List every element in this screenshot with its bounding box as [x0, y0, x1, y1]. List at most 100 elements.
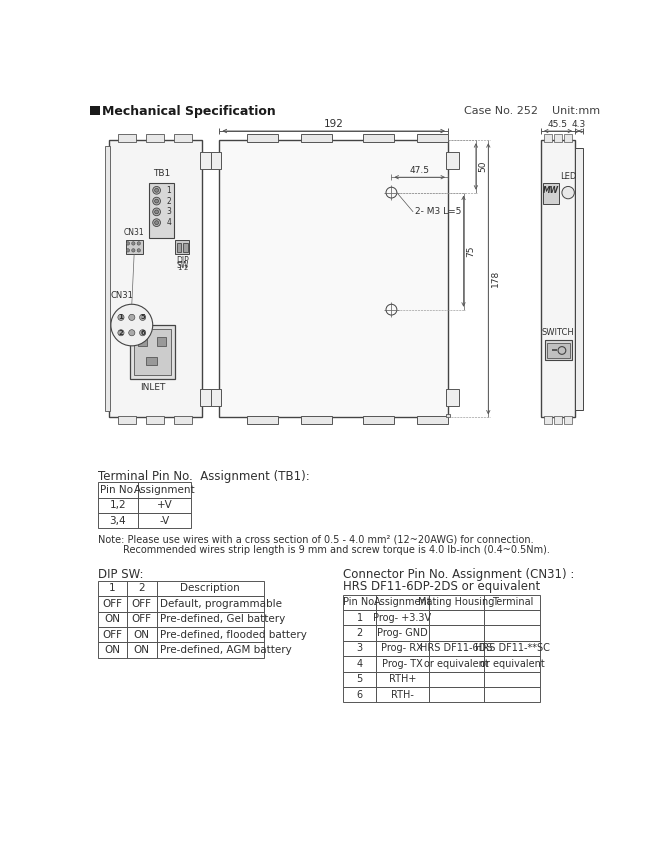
Text: Description: Description — [180, 583, 240, 594]
Text: OFF: OFF — [132, 614, 152, 624]
Circle shape — [153, 187, 161, 194]
Bar — [98, 642, 127, 658]
Bar — [429, 594, 484, 610]
Bar — [127, 596, 157, 611]
Bar — [174, 416, 192, 424]
Text: or equivalent: or equivalent — [480, 659, 545, 669]
Bar — [157, 337, 166, 346]
Bar — [564, 134, 572, 142]
Bar — [429, 641, 484, 656]
Bar — [417, 134, 448, 142]
Text: HRS DF11-**SC: HRS DF11-**SC — [475, 644, 550, 654]
Bar — [125, 240, 143, 254]
Circle shape — [126, 248, 129, 252]
Bar — [343, 687, 376, 702]
Text: MW: MW — [543, 186, 559, 195]
Bar — [429, 672, 484, 687]
Circle shape — [155, 199, 159, 203]
Bar — [484, 687, 540, 702]
Bar — [247, 134, 277, 142]
Circle shape — [137, 242, 141, 245]
Text: CN31: CN31 — [124, 227, 145, 237]
Text: 75: 75 — [466, 245, 475, 257]
Bar — [157, 581, 263, 596]
Bar — [157, 611, 263, 627]
Text: 2- M3 L=5: 2- M3 L=5 — [415, 208, 461, 216]
Bar — [544, 416, 552, 424]
Bar — [343, 594, 376, 610]
Bar — [343, 672, 376, 687]
Text: 1: 1 — [109, 583, 116, 594]
Bar — [343, 656, 376, 672]
Text: Pre-defined, flooded battery: Pre-defined, flooded battery — [161, 629, 308, 639]
Bar — [157, 596, 263, 611]
Bar — [446, 152, 459, 169]
Bar — [219, 140, 448, 417]
Bar — [544, 134, 552, 142]
Bar — [446, 389, 459, 406]
Bar — [98, 498, 138, 513]
Bar — [343, 610, 376, 625]
Bar — [376, 594, 429, 610]
Bar — [134, 329, 172, 375]
Bar — [149, 182, 174, 238]
Bar — [547, 343, 570, 358]
Circle shape — [118, 330, 124, 336]
Text: SWITCH: SWITCH — [541, 327, 574, 337]
Bar — [109, 140, 202, 417]
Circle shape — [131, 248, 135, 252]
Text: HRS DF11-6DP-2DS or equivalent: HRS DF11-6DP-2DS or equivalent — [343, 580, 541, 593]
Text: 3,4: 3,4 — [109, 516, 126, 526]
Text: 5: 5 — [356, 674, 362, 684]
Bar — [157, 627, 263, 642]
Circle shape — [139, 315, 146, 321]
Text: Terminal: Terminal — [492, 597, 533, 607]
Bar — [183, 243, 188, 252]
Text: Recommended wires strip length is 9 mm and screw torque is 4.0 lb-inch (0.4~0.5N: Recommended wires strip length is 9 mm a… — [98, 544, 549, 555]
Bar — [98, 483, 138, 498]
Text: or equivalent: or equivalent — [424, 659, 489, 669]
Bar — [118, 416, 137, 424]
Bar — [446, 414, 450, 417]
Bar — [564, 416, 572, 424]
Text: SW: SW — [176, 261, 188, 271]
Circle shape — [155, 188, 159, 192]
Bar — [343, 625, 376, 641]
Bar — [543, 182, 559, 204]
Text: 50: 50 — [478, 160, 487, 172]
Bar — [429, 610, 484, 625]
Text: Prog- GND: Prog- GND — [377, 628, 427, 638]
Bar — [138, 498, 191, 513]
Text: 1: 1 — [356, 612, 362, 622]
Bar — [146, 357, 157, 365]
Text: +V: +V — [157, 500, 172, 510]
Text: 6: 6 — [356, 689, 362, 700]
Bar — [484, 641, 540, 656]
Bar — [376, 672, 429, 687]
Bar — [484, 672, 540, 687]
Circle shape — [118, 315, 124, 321]
Circle shape — [129, 315, 135, 321]
Bar — [127, 611, 157, 627]
Bar — [362, 416, 394, 424]
Bar — [98, 581, 127, 596]
Text: 4: 4 — [167, 218, 172, 227]
Bar — [362, 134, 394, 142]
Bar — [105, 147, 110, 411]
Bar — [208, 152, 221, 169]
Text: Mechanical Specification: Mechanical Specification — [103, 104, 276, 118]
Circle shape — [153, 219, 161, 226]
Text: 1: 1 — [167, 186, 172, 195]
Circle shape — [153, 198, 161, 205]
Text: DIP SW:: DIP SW: — [98, 568, 143, 582]
Text: Mating Housing: Mating Housing — [418, 597, 494, 607]
Bar — [175, 240, 189, 254]
Text: Case No. 252    Unit:mm: Case No. 252 Unit:mm — [464, 106, 600, 116]
Bar — [146, 134, 164, 142]
Text: Assignment: Assignment — [373, 597, 431, 607]
Bar — [146, 416, 164, 424]
Bar — [177, 243, 182, 252]
Bar — [98, 611, 127, 627]
Text: 192: 192 — [324, 119, 344, 129]
Text: OFF: OFF — [132, 599, 152, 609]
